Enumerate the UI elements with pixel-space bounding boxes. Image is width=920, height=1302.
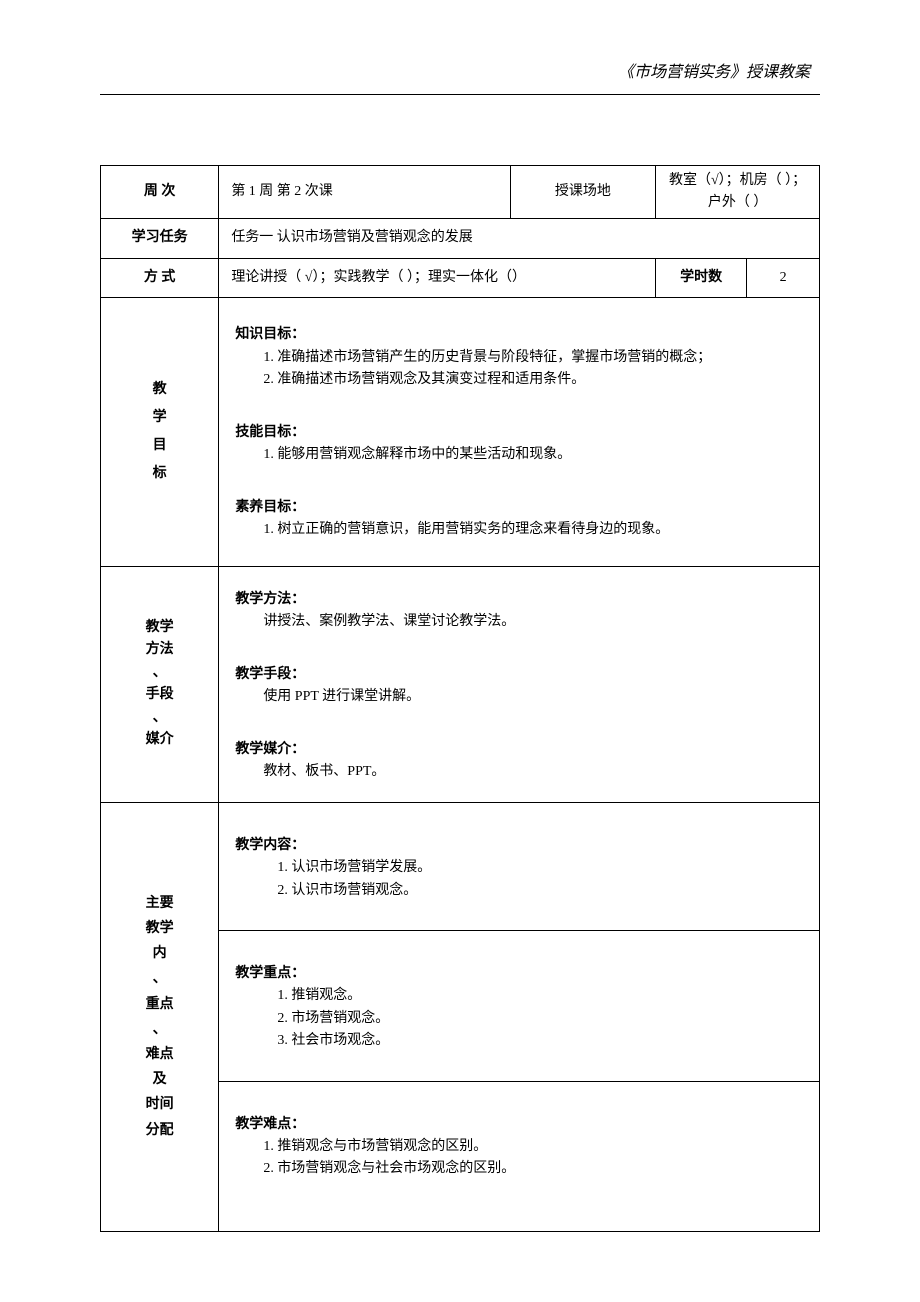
teaching-difficulty-section: 教学难点： 1. 推销观念与市场营销观念的区别。 2. 市场营销观念与社会市场观…	[219, 1082, 819, 1231]
teaching-content-section: 教学内容： 1. 认识市场营销学发展。 2. 认识市场营销观念。	[219, 803, 819, 931]
knowledge-goal-title: 知识目标：	[235, 324, 803, 346]
teaching-focus-2: 2. 市场营销观念。	[235, 1008, 803, 1030]
row-task: 学习任务 任务一 认识市场营销及营销观念的发展	[101, 219, 820, 258]
literacy-goal-title: 素养目标：	[235, 497, 803, 519]
skill-goal-1: 1. 能够用营销观念解释市场中的某些活动和现象。	[235, 444, 803, 466]
teaching-media-title: 教学媒介：	[235, 739, 803, 761]
task-label: 学习任务	[101, 219, 219, 258]
venue-value: 教室（√）；机房（ ）；户外（ ）	[656, 165, 820, 219]
content-body: 教学内容： 1. 认识市场营销学发展。 2. 认识市场营销观念。 教学重点： 1…	[219, 802, 820, 1231]
teaching-difficulty-2: 2. 市场营销观念与社会市场观念的区别。	[235, 1158, 803, 1180]
teaching-means-value: 使用 PPT 进行课堂讲解。	[235, 686, 803, 708]
teaching-focus-3: 3. 社会市场观念。	[235, 1030, 803, 1052]
teaching-difficulty-title: 教学难点：	[235, 1114, 803, 1136]
hours-label: 学时数	[656, 258, 747, 297]
mode-label: 方 式	[101, 258, 219, 297]
document-header-title: 《市场营销实务》授课教案	[100, 60, 820, 86]
row-methods: 教学 方法 、 手段 、 媒介 教学方法： 讲授法、案例教学法、课堂讨论教学法。…	[101, 566, 820, 802]
methods-content: 教学方法： 讲授法、案例教学法、课堂讨论教学法。 教学手段： 使用 PPT 进行…	[219, 566, 820, 802]
knowledge-goal-1: 1. 准确描述市场营销产生的历史背景与阶段特征，掌握市场营销的概念；	[235, 347, 803, 369]
hours-value: 2	[747, 258, 820, 297]
row-goals: 教 学 目 标 知识目标： 1. 准确描述市场营销产生的历史背景与阶段特征，掌握…	[101, 298, 820, 567]
week-label: 周 次	[101, 165, 219, 219]
task-value: 任务一 认识市场营销及营销观念的发展	[219, 219, 820, 258]
teaching-content-2: 2. 认识市场营销观念。	[235, 880, 803, 902]
header-divider	[100, 94, 820, 95]
goals-label: 教 学 目 标	[101, 298, 219, 567]
lesson-plan-table: 周 次 第 1 周 第 2 次课 授课场地 教室（√）；机房（ ）；户外（ ） …	[100, 165, 820, 1232]
row-content: 主要 教学 内 、 重点 、 难点 及 时间 分配 教学内容： 1. 认识市场营…	[101, 802, 820, 1231]
methods-label: 教学 方法 、 手段 、 媒介	[101, 566, 219, 802]
teaching-method-value: 讲授法、案例教学法、课堂讨论教学法。	[235, 611, 803, 633]
teaching-method-title: 教学方法：	[235, 589, 803, 611]
content-label: 主要 教学 内 、 重点 、 难点 及 时间 分配	[101, 802, 219, 1231]
teaching-means-title: 教学手段：	[235, 664, 803, 686]
week-value: 第 1 周 第 2 次课	[219, 165, 510, 219]
teaching-media-value: 教材、板书、PPT。	[235, 761, 803, 783]
teaching-content-1: 1. 认识市场营销学发展。	[235, 857, 803, 879]
row-mode: 方 式 理论讲授（ √）；实践教学（ ）；理实一体化（） 学时数 2	[101, 258, 820, 297]
teaching-difficulty-1: 1. 推销观念与市场营销观念的区别。	[235, 1136, 803, 1158]
row-week: 周 次 第 1 周 第 2 次课 授课场地 教室（√）；机房（ ）；户外（ ）	[101, 165, 820, 219]
teaching-focus-section: 教学重点： 1. 推销观念。 2. 市场营销观念。 3. 社会市场观念。	[219, 931, 819, 1082]
teaching-focus-1: 1. 推销观念。	[235, 985, 803, 1007]
knowledge-goal-2: 2. 准确描述市场营销观念及其演变过程和适用条件。	[235, 369, 803, 391]
venue-label: 授课场地	[510, 165, 656, 219]
literacy-goal-1: 1. 树立正确的营销意识，能用营销实务的理念来看待身边的现象。	[235, 519, 803, 541]
teaching-focus-title: 教学重点：	[235, 963, 803, 985]
goals-content: 知识目标： 1. 准确描述市场营销产生的历史背景与阶段特征，掌握市场营销的概念；…	[219, 298, 820, 567]
skill-goal-title: 技能目标：	[235, 422, 803, 444]
mode-value: 理论讲授（ √）；实践教学（ ）；理实一体化（）	[219, 258, 656, 297]
teaching-content-title: 教学内容：	[235, 835, 803, 857]
